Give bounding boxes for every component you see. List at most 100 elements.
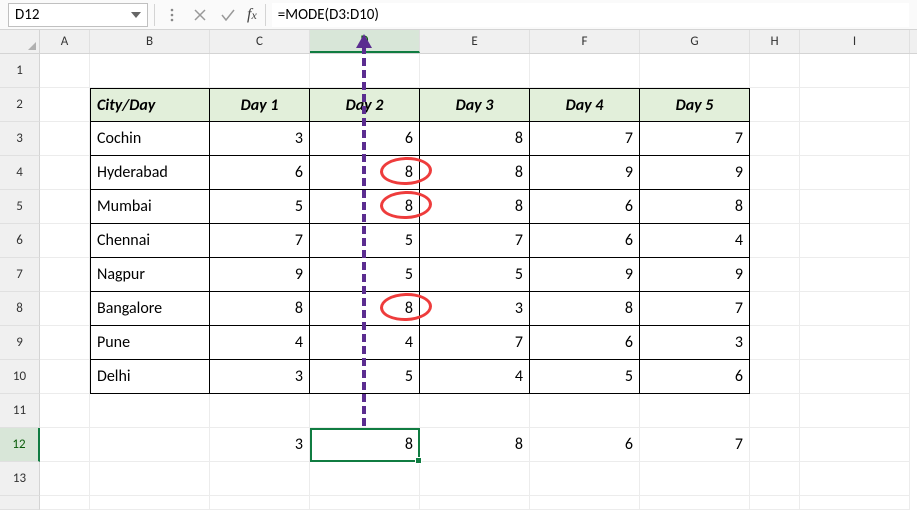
- data-cell[interactable]: 7: [420, 326, 530, 360]
- data-cell[interactable]: 6: [530, 326, 640, 360]
- data-cell[interactable]: 8: [530, 292, 640, 326]
- cell[interactable]: [750, 258, 800, 292]
- data-cell[interactable]: 8: [210, 292, 310, 326]
- data-cell[interactable]: 7: [420, 224, 530, 258]
- row-header[interactable]: 11: [0, 394, 40, 428]
- cell[interactable]: [800, 462, 910, 496]
- data-cell[interactable]: 7: [640, 292, 750, 326]
- cell[interactable]: [420, 394, 530, 428]
- data-cell[interactable]: 6: [310, 122, 420, 156]
- cell[interactable]: [40, 88, 90, 122]
- data-cell[interactable]: 6: [530, 224, 640, 258]
- data-cell[interactable]: 5: [420, 258, 530, 292]
- data-cell[interactable]: 5: [310, 360, 420, 394]
- cell[interactable]: [800, 326, 910, 360]
- data-cell[interactable]: 6: [210, 156, 310, 190]
- cell[interactable]: [40, 428, 90, 462]
- row-header[interactable]: 10: [0, 360, 40, 394]
- cell[interactable]: [210, 462, 310, 496]
- cell[interactable]: [90, 496, 210, 510]
- mode-result-cell[interactable]: 8: [310, 428, 420, 462]
- row-header[interactable]: 4: [0, 156, 40, 190]
- cell[interactable]: [40, 224, 90, 258]
- data-cell[interactable]: 9: [530, 156, 640, 190]
- name-box[interactable]: D12: [8, 3, 148, 27]
- data-cell[interactable]: 9: [640, 156, 750, 190]
- mode-result-cell[interactable]: 6: [530, 428, 640, 462]
- cell[interactable]: [420, 496, 530, 510]
- cell[interactable]: [420, 54, 530, 88]
- cell[interactable]: [750, 394, 800, 428]
- cell[interactable]: [40, 122, 90, 156]
- cell[interactable]: [310, 496, 420, 510]
- data-cell[interactable]: 3: [640, 326, 750, 360]
- data-cell[interactable]: 5: [210, 190, 310, 224]
- cell[interactable]: [530, 54, 640, 88]
- data-cell[interactable]: 4: [640, 224, 750, 258]
- cell[interactable]: [800, 122, 910, 156]
- col-header-B[interactable]: B: [90, 30, 210, 53]
- cell[interactable]: [750, 292, 800, 326]
- cell[interactable]: [210, 394, 310, 428]
- row-header[interactable]: 7: [0, 258, 40, 292]
- col-header-G[interactable]: G: [640, 30, 750, 53]
- fx-icon[interactable]: fx: [245, 6, 259, 24]
- cell[interactable]: [420, 462, 530, 496]
- cell[interactable]: [530, 496, 640, 510]
- cell[interactable]: [310, 462, 420, 496]
- enter-icon[interactable]: [217, 4, 239, 26]
- cell[interactable]: [90, 394, 210, 428]
- data-cell[interactable]: 7: [210, 224, 310, 258]
- city-cell[interactable]: Hyderabad: [90, 156, 210, 190]
- row-header[interactable]: 3: [0, 122, 40, 156]
- row-header[interactable]: 12: [0, 428, 40, 462]
- cell[interactable]: [40, 394, 90, 428]
- city-cell[interactable]: Mumbai: [90, 190, 210, 224]
- cell[interactable]: [310, 54, 420, 88]
- city-cell[interactable]: Nagpur: [90, 258, 210, 292]
- mode-result-cell[interactable]: 7: [640, 428, 750, 462]
- city-cell[interactable]: Chennai: [90, 224, 210, 258]
- row-header[interactable]: 2: [0, 88, 40, 122]
- row-header[interactable]: 1: [0, 54, 40, 88]
- data-cell[interactable]: 8: [420, 190, 530, 224]
- data-cell[interactable]: 9: [210, 258, 310, 292]
- table-header-day[interactable]: Day 3: [420, 88, 530, 122]
- cell[interactable]: [750, 224, 800, 258]
- col-header-E[interactable]: E: [420, 30, 530, 53]
- more-icon[interactable]: [161, 4, 183, 26]
- cell[interactable]: [750, 190, 800, 224]
- cell[interactable]: [90, 54, 210, 88]
- cell[interactable]: [800, 258, 910, 292]
- cancel-icon[interactable]: [189, 4, 211, 26]
- data-cell[interactable]: 3: [420, 292, 530, 326]
- col-header-I[interactable]: I: [800, 30, 910, 53]
- col-header-H[interactable]: H: [750, 30, 800, 53]
- cell[interactable]: [40, 258, 90, 292]
- cell[interactable]: [530, 394, 640, 428]
- cell[interactable]: [310, 394, 420, 428]
- cell[interactable]: [800, 292, 910, 326]
- col-header-A[interactable]: A: [40, 30, 90, 53]
- table-header-day[interactable]: Day 2: [310, 88, 420, 122]
- cell[interactable]: [800, 54, 910, 88]
- cell[interactable]: [800, 156, 910, 190]
- cell[interactable]: [210, 496, 310, 510]
- chevron-down-icon[interactable]: [131, 12, 141, 18]
- city-cell[interactable]: Pune: [90, 326, 210, 360]
- data-cell[interactable]: 8: [310, 190, 420, 224]
- table-header-day[interactable]: Day 5: [640, 88, 750, 122]
- col-header-C[interactable]: C: [210, 30, 310, 53]
- city-cell[interactable]: Bangalore: [90, 292, 210, 326]
- data-cell[interactable]: 9: [640, 258, 750, 292]
- cell[interactable]: [750, 54, 800, 88]
- data-cell[interactable]: 4: [310, 326, 420, 360]
- cell[interactable]: [40, 292, 90, 326]
- data-cell[interactable]: 4: [210, 326, 310, 360]
- cell[interactable]: [40, 496, 90, 510]
- cell[interactable]: [210, 54, 310, 88]
- data-cell[interactable]: 4: [420, 360, 530, 394]
- table-header-city[interactable]: City/Day: [90, 88, 210, 122]
- data-cell[interactable]: 5: [530, 360, 640, 394]
- data-cell[interactable]: 5: [310, 258, 420, 292]
